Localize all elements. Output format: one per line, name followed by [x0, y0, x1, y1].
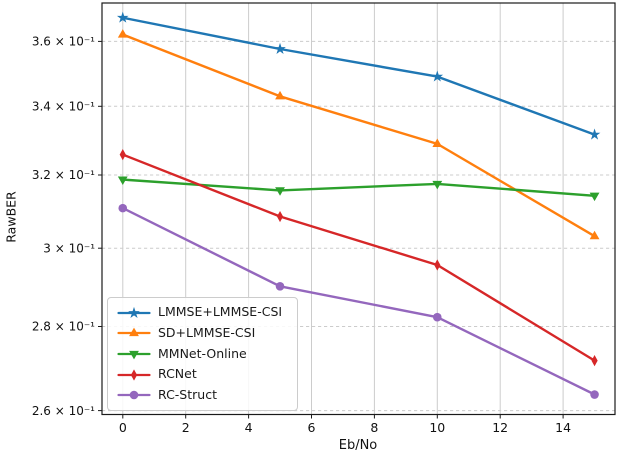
series-line [121, 33, 596, 238]
legend-item: SD+LMMSE-CSI [117, 323, 289, 343]
triangle-down-marker-icon [589, 192, 600, 202]
y-tick-label: 3.2 × 10⁻¹ [32, 168, 95, 182]
star-marker-icon [431, 70, 444, 82]
star-marker-icon [588, 128, 601, 140]
legend-label: RCNet [158, 366, 197, 382]
y-tick-label: 3 × 10⁻¹ [43, 241, 95, 255]
x-tick-label: 14 [555, 420, 571, 435]
triangle-up-marker-icon [275, 90, 285, 100]
circle-marker-icon [432, 312, 442, 322]
legend-key-line [117, 350, 151, 360]
series-line [121, 153, 596, 362]
legend-key-line [117, 327, 151, 337]
series-line [121, 206, 596, 396]
triangle-up-marker-icon [589, 230, 600, 240]
x-tick-label: 4 [245, 420, 253, 435]
legend-label: LMMSE+LMMSE-CSI [158, 304, 283, 320]
y-tick-label: 2.8 × 10⁻¹ [32, 320, 95, 334]
triangle-up-marker-icon [432, 138, 443, 148]
legend: LMMSE+LMMSE-CSI SD+LMMSE-CSI MMNet-Online R… [107, 297, 298, 411]
x-tick-label: 2 [182, 420, 190, 435]
y-tick-label: 3.4 × 10⁻¹ [32, 100, 95, 114]
series-line [121, 16, 596, 136]
legend-key-line [117, 390, 151, 400]
circle-marker-icon [590, 390, 599, 399]
y-tick-label: 2.6 × 10⁻¹ [32, 404, 95, 418]
plot-border [101, 2, 616, 416]
legend-item: RC-Struct [117, 385, 289, 405]
legend-key-line [117, 306, 151, 318]
triangle-up-marker-icon [117, 29, 128, 38]
diamond-marker-icon [591, 355, 598, 367]
y-axis-label: RawBER [3, 191, 19, 243]
x-tick-label: 12 [492, 420, 508, 435]
star-marker-icon [116, 11, 129, 23]
legend-item: MMNet-Online [117, 344, 289, 364]
triangle-down-marker-icon [275, 187, 285, 196]
x-tick-label: 10 [429, 420, 445, 435]
diamond-marker-icon [434, 259, 441, 271]
triangle-down-marker-icon [432, 180, 443, 190]
x-tick-label: 0 [119, 420, 127, 435]
legend-label: MMNet-Online [158, 345, 247, 361]
legend-item: LMMSE+LMMSE-CSI [117, 303, 289, 323]
y-tick-label: 3.6 × 10⁻¹ [32, 35, 95, 49]
x-tick-label: 8 [370, 420, 378, 435]
diamond-marker-icon [276, 210, 284, 223]
diamond-marker-icon [119, 149, 126, 161]
x-axis-label: Eb/No [338, 438, 378, 453]
circle-marker-icon [118, 203, 128, 213]
legend-key-line [117, 369, 151, 381]
star-marker-icon [274, 42, 286, 54]
legend-item: RCNet [117, 365, 289, 385]
diamond-marker-icon [130, 369, 138, 381]
legend-label: RC-Struct [158, 387, 217, 403]
circle-marker-icon [129, 390, 139, 400]
triangle-up-marker-icon [129, 327, 139, 337]
x-tick-label: 6 [308, 420, 316, 435]
triangle-down-marker-icon [117, 176, 128, 186]
legend-label: SD+LMMSE-CSI [158, 325, 256, 341]
triangle-down-marker-icon [129, 350, 139, 360]
circle-marker-icon [275, 282, 285, 291]
star-marker-icon [128, 306, 140, 318]
